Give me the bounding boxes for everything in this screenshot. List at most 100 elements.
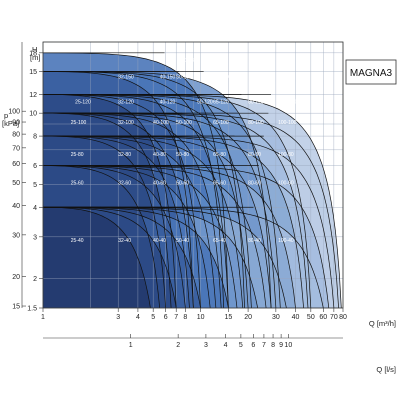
series-label-25-80: 25-80 xyxy=(71,152,84,158)
series-label-50-40: 50-40 xyxy=(176,238,189,244)
curve-80-60 xyxy=(42,165,296,309)
curve-50-80 xyxy=(42,135,244,309)
curve-80-40 xyxy=(43,206,287,309)
curve-65-120 xyxy=(43,94,281,309)
curve-32-100 xyxy=(43,112,194,309)
x-axis-label: Q [m³/h] xyxy=(369,319,396,328)
y-axis-right-label-name: H xyxy=(32,45,37,54)
h-tick-label: 5 xyxy=(33,182,37,189)
curve-100-120 xyxy=(43,94,342,309)
x-tick-label: 5 xyxy=(151,314,155,321)
h-tick-label: 8 xyxy=(33,134,37,141)
x-tick-label: 80 xyxy=(339,314,347,321)
series-label-40-180: 40-180 xyxy=(181,58,197,64)
curve-40-150 xyxy=(42,71,225,309)
curve-25-120 xyxy=(43,94,177,309)
series-label-100-100: 100-100 xyxy=(278,120,297,126)
plot-frame xyxy=(42,41,344,309)
series-label-65-150: 65-150 xyxy=(213,75,229,81)
x-tick-label: 1 xyxy=(41,314,45,321)
x-tick-label: 7 xyxy=(174,314,178,321)
curve-25-40 xyxy=(43,206,151,309)
h-tick-label: 2 xyxy=(33,276,37,283)
series-label-25-40: 25-40 xyxy=(71,238,84,244)
p-tick-label: 70 xyxy=(12,145,20,152)
series-label-80-120: 80-120 xyxy=(248,99,264,105)
series-label-32-120: 32-120 xyxy=(118,99,134,105)
x-tick-label: 3 xyxy=(116,314,120,321)
series-label-50-120: 50-120 xyxy=(197,99,213,105)
series-label-32-60: 32-60 xyxy=(118,180,131,186)
h-tick-label: 4 xyxy=(33,205,37,212)
series-label-100-80: 100-80 xyxy=(278,152,294,158)
series-label-32-80: 32-80 xyxy=(118,152,131,158)
series-label-40-100: 40-100 xyxy=(153,120,169,126)
x-tick-label: 70 xyxy=(330,314,338,321)
series-label-65-100: 65-100 xyxy=(213,120,229,126)
x-tick-label: 60 xyxy=(319,314,327,321)
curve-50-40 xyxy=(43,206,229,309)
curve-32-40 xyxy=(43,206,177,309)
curve-40-80 xyxy=(42,135,217,309)
series-label-65-80: 65-80 xyxy=(213,152,226,158)
x2-tick-label: 6 xyxy=(251,342,255,349)
p-tick-label: 90 xyxy=(12,120,20,127)
series-label-32-150: 32-150 xyxy=(118,75,134,81)
curve-25-60 xyxy=(42,165,161,309)
x-tick-label: 50 xyxy=(307,314,315,321)
series-label-65-40: 65-40 xyxy=(213,238,226,244)
p-tick-label: 100 xyxy=(8,109,20,116)
series-label-80-80: 80-80 xyxy=(248,152,261,158)
curve-65-40 xyxy=(43,206,259,309)
curve-32-120 xyxy=(43,94,201,309)
curve-65-100 xyxy=(43,112,277,309)
curve-65-80 xyxy=(42,135,272,309)
y-axis-right-label: H [m] xyxy=(30,45,40,62)
curve-40-180 xyxy=(42,52,229,309)
curve-50-120 xyxy=(43,94,252,309)
series-label-80-100: 80-100 xyxy=(248,120,264,126)
x-tick-label: 10 xyxy=(197,314,205,321)
p-tick-label: 80 xyxy=(12,132,20,139)
h-tick-label: 10 xyxy=(29,111,37,118)
h-tick-label: 1.5 xyxy=(27,306,37,313)
x2-tick-label: 1 xyxy=(129,342,133,349)
series-label-40-40: 40-40 xyxy=(153,238,166,244)
h-tick-label: 3 xyxy=(33,234,37,241)
series-label-25-60: 25-60 xyxy=(71,180,84,186)
series-label-32-100: 32-100 xyxy=(118,120,134,126)
series-label-40-120: 40-120 xyxy=(160,99,176,105)
h-tick-label: 15 xyxy=(29,69,37,76)
series-label-25-100: 25-100 xyxy=(71,120,87,126)
p-tick-label: 20 xyxy=(12,274,20,281)
y-axis-left-label-unit: [kPa] xyxy=(2,119,19,128)
curve-100-40 xyxy=(43,206,324,309)
curve-40-60 xyxy=(42,165,211,309)
series-curves xyxy=(42,52,342,309)
series-label-80-40: 80-40 xyxy=(248,238,261,244)
series-label-40-80: 40-80 xyxy=(153,152,166,158)
chart-title: MAGNA3 xyxy=(350,68,393,79)
curve-32-80 xyxy=(42,135,190,309)
p-tick-label: 30 xyxy=(12,232,20,239)
p-tick-label: 40 xyxy=(12,203,20,210)
series-label-50-100: 50-100 xyxy=(176,120,192,126)
x2-tick-label: 10 xyxy=(284,342,292,349)
x-tick-label: 8 xyxy=(183,314,187,321)
series-label-50-80: 50-80 xyxy=(176,152,189,158)
p-tick-label: 50 xyxy=(12,180,20,187)
y-axis-left-label: p [kPa] xyxy=(2,111,19,128)
x2-tick-label: 4 xyxy=(224,342,228,349)
series-label-65-60: 65-60 xyxy=(213,180,226,186)
curve-40-120 xyxy=(43,94,229,309)
series-label-40-60: 40-60 xyxy=(153,180,166,186)
curve-50-100 xyxy=(43,112,249,309)
x2-tick-label: 7 xyxy=(262,342,266,349)
series-label-100-120: 100-120 xyxy=(278,99,297,105)
x-tick-label: 30 xyxy=(272,314,280,321)
series-label-50-150: 50-150 xyxy=(176,75,192,81)
curve-32-60 xyxy=(42,165,186,309)
curve-40-40 xyxy=(43,206,201,309)
y-axis-right-label-unit: [m] xyxy=(30,53,40,62)
